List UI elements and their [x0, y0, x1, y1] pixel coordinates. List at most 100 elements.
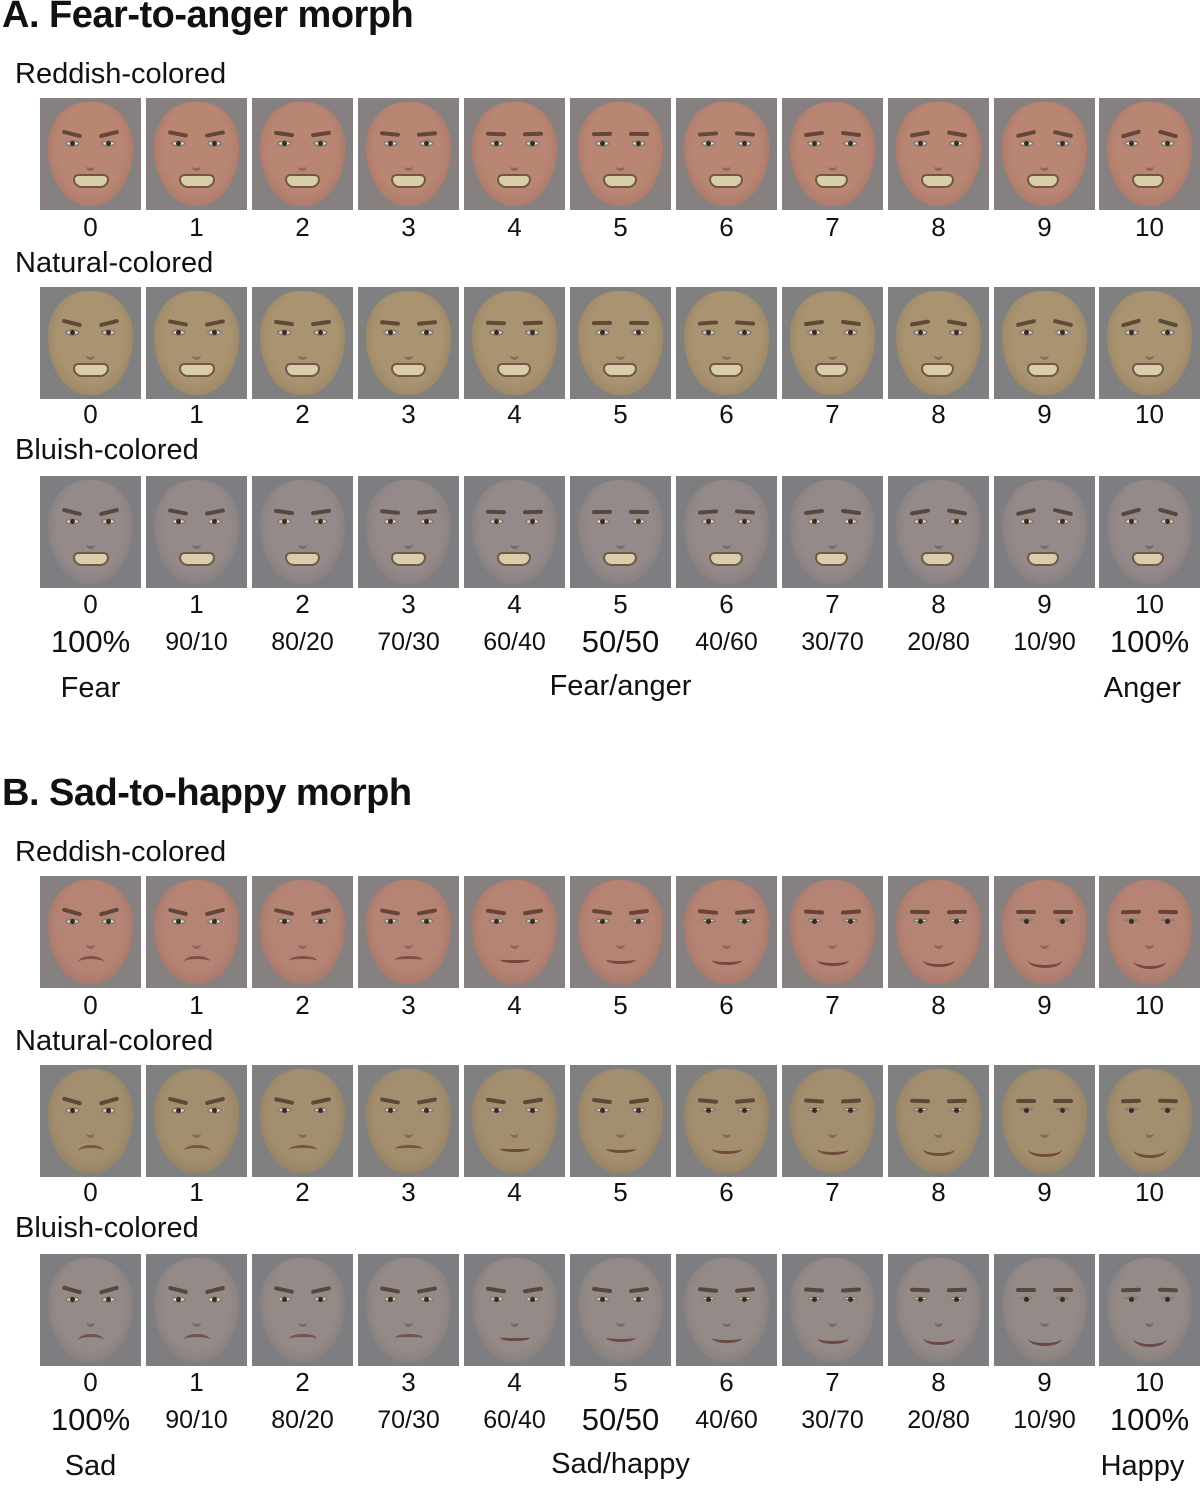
left-eye	[277, 1107, 292, 1114]
nose	[1040, 337, 1049, 360]
mouth	[500, 1334, 530, 1342]
mouth	[497, 363, 532, 377]
step-number: 2	[295, 990, 310, 1020]
step-number: 6	[719, 990, 734, 1020]
face-image	[1107, 880, 1192, 984]
nose	[616, 926, 625, 949]
left-eyebrow	[1015, 507, 1037, 517]
morph-ratio: 10/90	[1013, 1406, 1076, 1434]
nose	[404, 148, 413, 171]
panel-title: B. Sad-to-happy morph	[2, 772, 412, 814]
left-eye	[807, 329, 822, 336]
mouth	[817, 1332, 849, 1345]
left-eyebrow	[485, 509, 507, 515]
left-eyebrow	[485, 320, 507, 326]
mouth	[603, 363, 637, 377]
nose	[828, 148, 837, 171]
left-eyebrow	[1120, 1287, 1142, 1293]
face-row	[0, 1254, 1200, 1366]
mouth	[1133, 1330, 1167, 1347]
morph-ratio: 100%	[50, 624, 131, 659]
mouth	[78, 1334, 104, 1347]
right-eyebrow	[1052, 129, 1074, 139]
nose	[510, 526, 519, 549]
face-image	[48, 291, 133, 395]
row-label: Bluish-colored	[15, 434, 199, 466]
face-image	[260, 480, 345, 584]
face-tile	[358, 1065, 459, 1177]
mouth	[179, 552, 215, 566]
left-eyebrow	[167, 508, 189, 516]
right-eyebrow	[416, 509, 438, 515]
right-eyebrow	[628, 1286, 650, 1294]
mouth	[500, 956, 530, 964]
nose	[86, 337, 95, 360]
face-tile	[888, 876, 989, 988]
left-eyebrow	[697, 509, 719, 515]
left-eyebrow	[909, 1098, 931, 1104]
right-eye	[949, 140, 964, 147]
mouth	[711, 1144, 743, 1155]
step-number: 1	[189, 399, 204, 429]
nose	[1145, 337, 1154, 360]
nose	[1145, 1304, 1154, 1327]
step-number: 8	[931, 212, 946, 242]
right-eyebrow	[204, 1096, 226, 1106]
face-image	[790, 480, 875, 584]
mouth	[183, 1334, 211, 1345]
left-eyebrow	[485, 1286, 507, 1294]
right-eye	[631, 329, 646, 336]
face-image	[366, 1258, 451, 1362]
right-eyebrow	[628, 509, 650, 515]
nose	[722, 337, 731, 360]
left-end-label: Sad	[64, 1450, 117, 1482]
nose	[934, 926, 943, 949]
step-number: 6	[719, 589, 734, 619]
right-eye	[1055, 1296, 1070, 1303]
right-eyebrow	[522, 320, 544, 326]
right-eye	[631, 1107, 646, 1113]
nose	[298, 148, 307, 171]
right-eye	[419, 140, 434, 147]
left-eye	[701, 518, 716, 525]
face-tile	[464, 287, 565, 399]
right-eye	[101, 918, 116, 925]
left-eyebrow	[273, 1285, 295, 1295]
nose	[828, 337, 837, 360]
face-tile	[570, 476, 671, 588]
left-eye	[65, 1296, 80, 1303]
right-eyebrow	[310, 1285, 332, 1295]
face-tile	[40, 287, 141, 399]
right-eye	[949, 1107, 964, 1113]
nose	[828, 1304, 837, 1327]
step-number: 4	[507, 589, 522, 619]
right-eyebrow	[734, 909, 756, 915]
left-eyebrow	[61, 129, 83, 139]
left-eye	[701, 1296, 716, 1303]
nose	[616, 1115, 625, 1138]
left-eyebrow	[1015, 129, 1037, 139]
morph-ratio: 70/30	[377, 1406, 440, 1434]
face-image	[154, 291, 239, 395]
right-eye	[1160, 329, 1175, 336]
right-eye	[313, 1107, 328, 1114]
step-number: 1	[189, 589, 204, 619]
face-tile	[146, 1065, 247, 1177]
left-eye	[171, 918, 186, 925]
morph-ratio: 100%	[1109, 1402, 1190, 1437]
nose	[404, 1115, 413, 1138]
step-number: 0	[83, 990, 98, 1020]
mouth	[1132, 174, 1164, 188]
face-tile	[464, 876, 565, 988]
mouth	[73, 552, 109, 566]
morph-ratio: 80/20	[271, 628, 334, 656]
right-eye	[1055, 140, 1070, 147]
face-image	[578, 480, 663, 584]
face-image	[48, 480, 133, 584]
nose	[934, 1304, 943, 1327]
morph-ratio: 20/80	[907, 1406, 970, 1434]
right-eye	[525, 1107, 540, 1113]
step-number: 9	[1037, 212, 1052, 242]
right-eye	[843, 1107, 858, 1113]
step-number: 2	[295, 589, 310, 619]
